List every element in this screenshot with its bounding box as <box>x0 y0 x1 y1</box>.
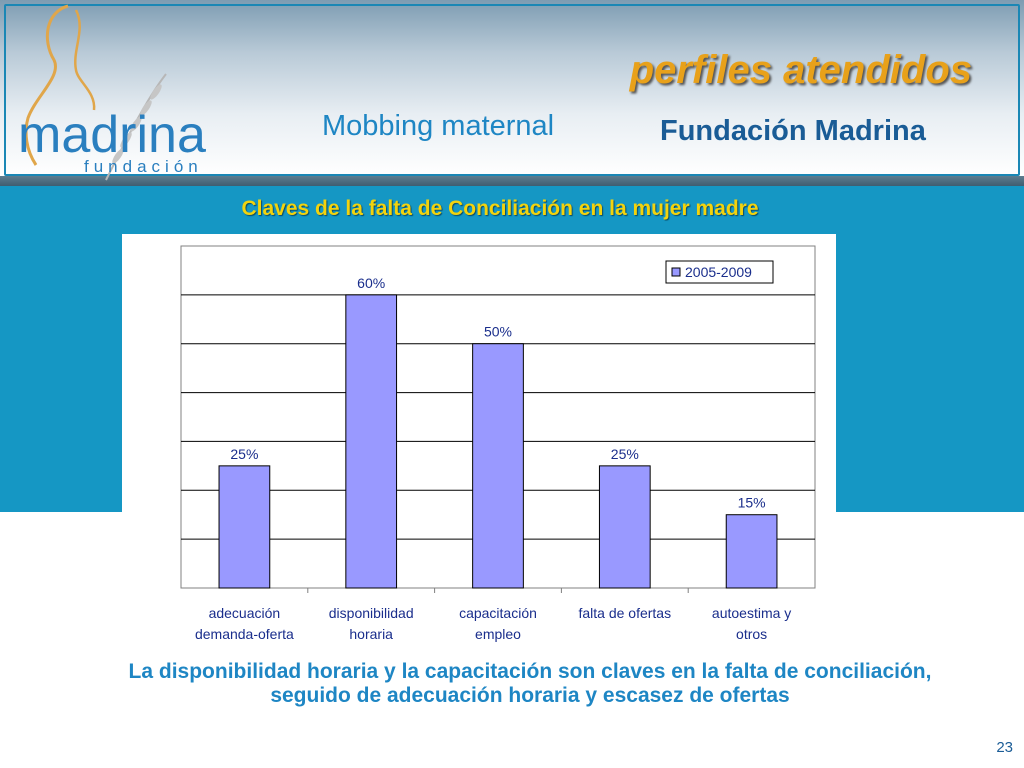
logo-wordmark: madrina <box>18 106 206 164</box>
x-tick-label: falta de ofertas <box>578 605 671 621</box>
page-number: 23 <box>996 739 1013 756</box>
bar <box>472 343 524 589</box>
subtitle-fundacion: Fundación Madrina <box>660 115 926 147</box>
bar <box>345 294 398 589</box>
header-divider <box>0 176 1024 186</box>
conclusion-text: La disponibilidad horaria y la capacitac… <box>128 660 932 707</box>
bar-label: 60% <box>357 275 385 291</box>
legend-swatch <box>671 267 681 277</box>
legend-label: 2005-2009 <box>685 264 752 280</box>
logo-figure-curve-icon <box>74 9 96 111</box>
legend-box <box>665 260 774 284</box>
bar-label: 25% <box>230 446 258 462</box>
logo-tagline: fundación <box>84 157 203 176</box>
chart-title: Claves de la falta de Conciliación en la… <box>241 197 759 220</box>
bar-label: 15% <box>738 495 766 511</box>
bar-label: 25% <box>611 446 639 462</box>
x-tick-label: disponibilidad horaria <box>329 605 414 642</box>
x-tick-label: adecuación demanda-oferta <box>195 605 294 642</box>
bar <box>598 465 651 589</box>
header-border <box>4 4 1020 176</box>
bar <box>725 514 778 589</box>
subtitle-mobbing: Mobbing maternal <box>322 110 555 142</box>
x-tick-label: capacitación empleo <box>459 605 537 642</box>
logo-figure-icon <box>24 4 69 166</box>
page-title: perfiles atendidos <box>629 48 972 92</box>
header <box>0 0 1024 176</box>
x-tick-label: autoestima y otros <box>712 605 791 642</box>
bar <box>218 465 271 589</box>
bar-label: 50% <box>484 324 512 340</box>
madrina-logo: madrina fundación <box>18 4 206 181</box>
